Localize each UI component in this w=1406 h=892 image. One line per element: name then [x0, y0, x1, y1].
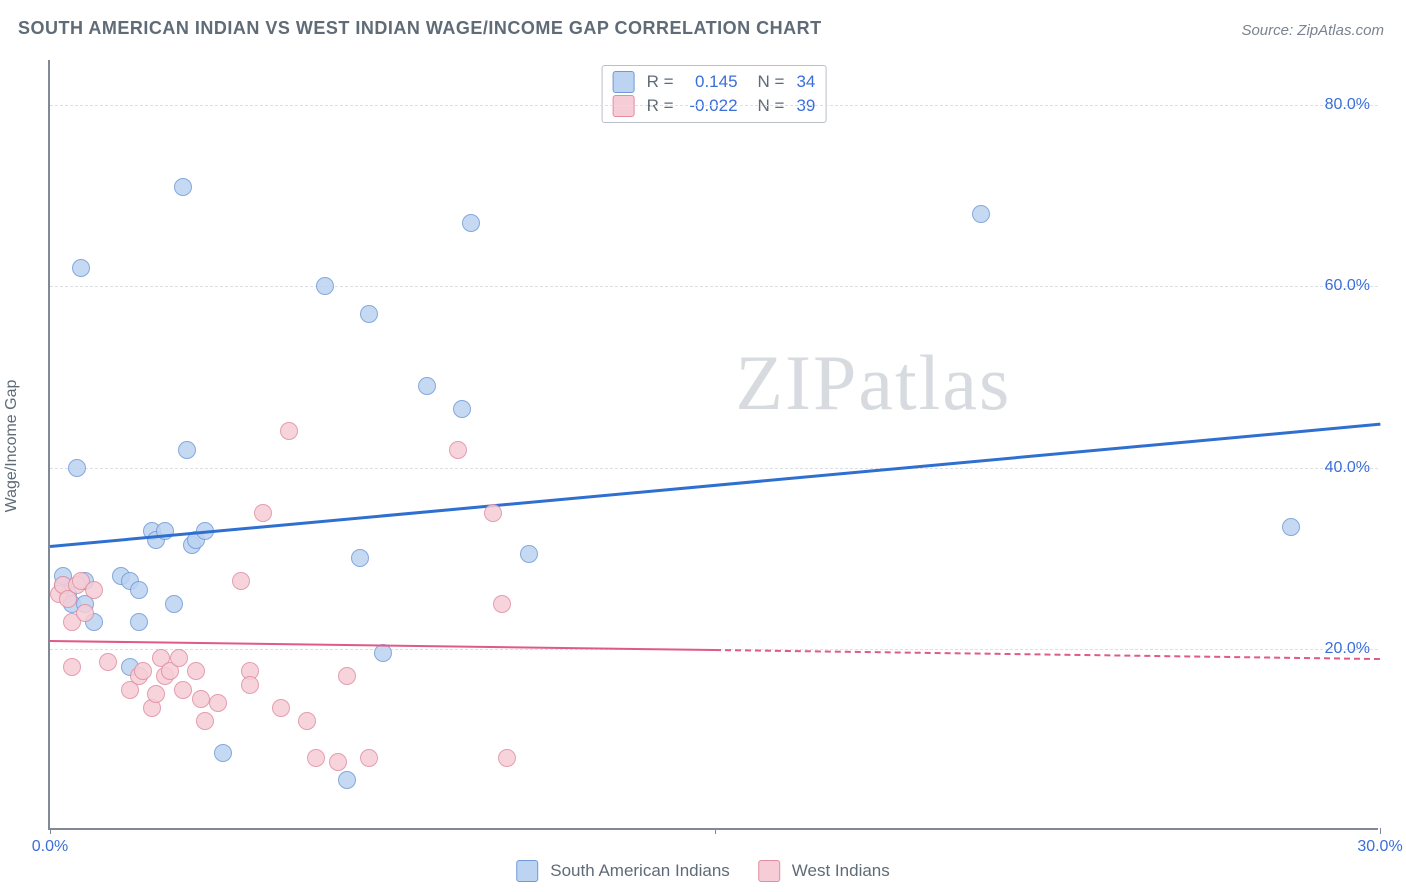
stat-r-label: R = [647, 70, 674, 94]
x-tick-mark [715, 828, 716, 834]
scatter-point [338, 667, 356, 685]
gridline [50, 468, 1378, 469]
scatter-point [134, 662, 152, 680]
scatter-point [338, 771, 356, 789]
y-tick-label: 60.0% [1325, 277, 1370, 295]
y-tick-label: 80.0% [1325, 96, 1370, 114]
scatter-point [174, 178, 192, 196]
trend-line [715, 649, 1380, 660]
scatter-point [1282, 518, 1300, 536]
scatter-point [130, 581, 148, 599]
scatter-point [254, 504, 272, 522]
stat-n-value: 34 [796, 70, 815, 94]
scatter-point [209, 694, 227, 712]
scatter-point [165, 595, 183, 613]
scatter-point [374, 644, 392, 662]
trend-line [50, 422, 1380, 547]
scatter-point [280, 422, 298, 440]
scatter-point [484, 504, 502, 522]
scatter-point [196, 712, 214, 730]
scatter-point [99, 653, 117, 671]
x-tick-label: 30.0% [1357, 838, 1402, 856]
scatter-point [232, 572, 250, 590]
scatter-point [68, 459, 86, 477]
stats-row: R = 0.145 N = 34 [613, 70, 816, 94]
legend-item: West Indians [758, 860, 890, 882]
scatter-point [329, 753, 347, 771]
scatter-point [360, 749, 378, 767]
scatter-point [85, 581, 103, 599]
legend-swatch [516, 860, 538, 882]
scatter-point [351, 549, 369, 567]
scatter-point [307, 749, 325, 767]
legend-swatch [613, 71, 635, 93]
scatter-point [272, 699, 290, 717]
scatter-plot: ZIPatlas R =0.145N =34R =-0.022N =39 20.… [48, 60, 1378, 830]
chart-container: { "title": "SOUTH AMERICAN INDIAN VS WES… [0, 0, 1406, 892]
stat-r-value: 0.145 [682, 70, 738, 94]
scatter-point [360, 305, 378, 323]
scatter-point [72, 259, 90, 277]
watermark-text: ZIPatlas [735, 338, 1011, 428]
x-tick-mark [1380, 828, 1381, 834]
y-axis-label: Wage/Income Gap [3, 380, 21, 513]
stat-n-label: N = [758, 70, 785, 94]
y-tick-label: 20.0% [1325, 640, 1370, 658]
x-tick-label: 0.0% [32, 838, 68, 856]
scatter-point [972, 205, 990, 223]
scatter-point [241, 676, 259, 694]
legend-swatch [758, 860, 780, 882]
scatter-point [187, 662, 205, 680]
scatter-point [316, 277, 334, 295]
scatter-point [214, 744, 232, 762]
scatter-point [76, 604, 94, 622]
scatter-point [449, 441, 467, 459]
scatter-point [130, 613, 148, 631]
scatter-point [178, 441, 196, 459]
scatter-point [498, 749, 516, 767]
scatter-point [453, 400, 471, 418]
scatter-point [520, 545, 538, 563]
gridline [50, 105, 1378, 106]
scatter-point [170, 649, 188, 667]
source-label: Source: ZipAtlas.com [1241, 22, 1384, 39]
correlation-stats-box: R =0.145N =34R =-0.022N =39 [602, 65, 827, 123]
scatter-point [147, 685, 165, 703]
gridline [50, 286, 1378, 287]
scatter-point [298, 712, 316, 730]
scatter-point [63, 658, 81, 676]
x-tick-mark [50, 828, 51, 834]
scatter-point [462, 214, 480, 232]
chart-legend: South American Indians West Indians [510, 858, 896, 884]
scatter-point [192, 690, 210, 708]
legend-label: South American Indians [550, 861, 730, 881]
legend-label: West Indians [792, 861, 890, 881]
chart-title: SOUTH AMERICAN INDIAN VS WEST INDIAN WAG… [18, 18, 822, 39]
scatter-point [493, 595, 511, 613]
legend-item: South American Indians [516, 860, 730, 882]
scatter-point [418, 377, 436, 395]
scatter-point [174, 681, 192, 699]
y-tick-label: 40.0% [1325, 459, 1370, 477]
